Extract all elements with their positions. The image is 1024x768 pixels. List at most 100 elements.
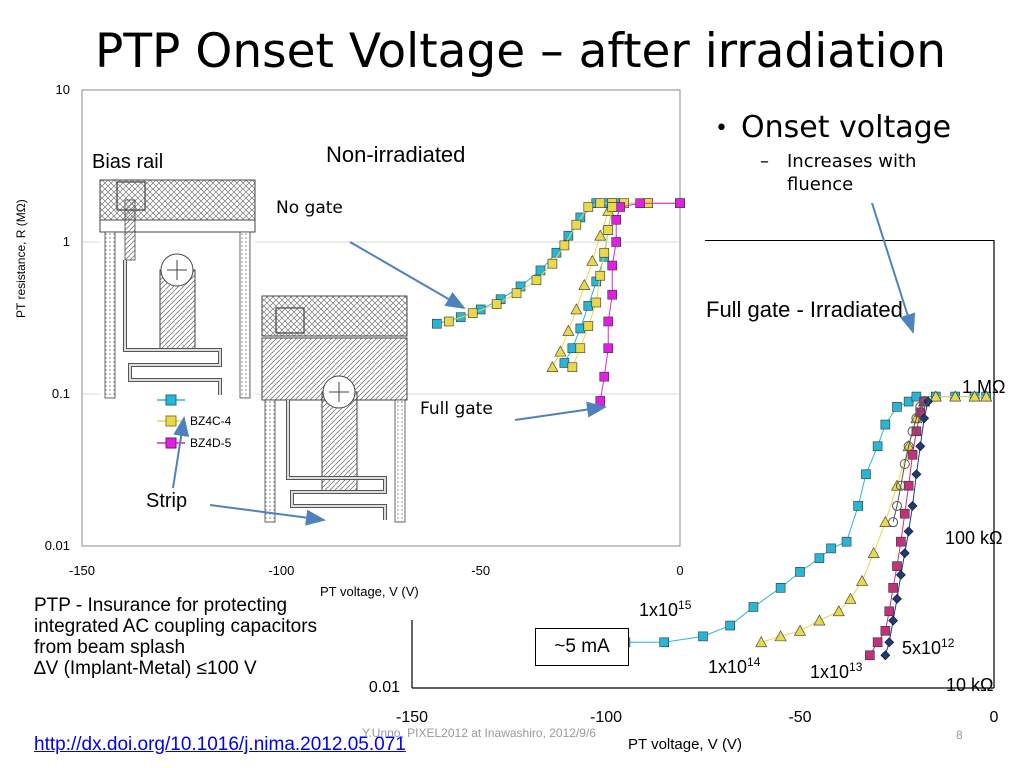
data-point	[563, 230, 574, 241]
data-point	[896, 536, 906, 547]
data-point	[895, 480, 906, 491]
x-tick-label: -150	[396, 709, 428, 726]
ptp-schematic-no-gate	[99, 179, 256, 399]
data-point	[583, 301, 594, 311]
data-point	[872, 637, 883, 648]
data-point	[567, 362, 578, 373]
y-tick-label: 0.01	[369, 679, 400, 696]
data-point	[892, 402, 902, 412]
legend-label-bz4c: BZ4C-4	[190, 414, 232, 428]
data-point	[595, 198, 606, 208]
data-point	[583, 321, 594, 331]
data-point	[591, 297, 602, 308]
data-point	[890, 479, 904, 491]
data-point	[865, 650, 875, 661]
data-point	[911, 426, 922, 437]
data-point	[907, 449, 918, 460]
data-point	[775, 583, 786, 593]
data-point	[899, 459, 910, 469]
data-point	[635, 198, 645, 208]
data-point	[586, 254, 599, 266]
data-point	[659, 637, 670, 648]
doi-link[interactable]: http://dx.doi.org/10.1016/j.nima.2012.05…	[34, 734, 406, 755]
data-point	[911, 469, 922, 480]
no-gate-label: No gate	[276, 198, 343, 218]
x-tick-label: -50	[788, 709, 811, 726]
data-point	[949, 390, 962, 402]
y-tick-label: 0.1	[52, 386, 70, 401]
legend-label-bz4d: BZ4D-5	[190, 436, 232, 450]
data-point	[880, 650, 891, 661]
current-box: ~5 mA	[535, 628, 629, 666]
left-x-axis-label: PT voltage, V (V)	[320, 584, 419, 599]
data-point	[919, 396, 930, 407]
data-point	[615, 202, 626, 212]
data-point	[774, 630, 787, 642]
data-point	[867, 547, 880, 558]
data-point	[675, 198, 685, 208]
data-point	[892, 500, 902, 511]
data-point	[884, 637, 895, 648]
data-point	[559, 240, 570, 251]
right-chart: -150 -100 -50 0 0.01	[369, 240, 999, 726]
data-point	[968, 390, 981, 402]
left-plot-area	[81, 89, 681, 547]
data-point	[611, 214, 622, 225]
data-point	[562, 324, 575, 336]
y-tick-label: 1	[63, 234, 70, 249]
x-tick-label: -100	[590, 709, 622, 726]
data-point	[861, 469, 871, 480]
resistance-1m-label: 1 MΩ	[962, 377, 1006, 397]
bullet-text: Onset voltage	[741, 110, 952, 145]
data-point	[911, 391, 922, 402]
data-point	[980, 390, 993, 402]
data-point	[595, 270, 606, 281]
full-gate-label: Full gate	[420, 399, 493, 419]
data-point	[575, 343, 586, 354]
sub-bullet-text: Increases with fluence	[787, 151, 917, 195]
data-point	[826, 543, 836, 554]
series-line	[761, 396, 987, 643]
data-point	[546, 361, 559, 373]
data-point	[547, 258, 558, 269]
data-point	[923, 396, 933, 407]
data-point	[888, 615, 899, 626]
series-line	[892, 401, 925, 523]
data-point	[888, 583, 898, 593]
data-point	[603, 343, 614, 354]
series-line	[869, 401, 925, 656]
y-tick-label: 10	[56, 82, 70, 97]
data-point	[915, 401, 926, 412]
data-point	[903, 441, 914, 452]
data-point	[907, 500, 918, 511]
data-point	[567, 343, 578, 354]
data-point	[903, 526, 914, 537]
data-point	[607, 289, 618, 300]
x-tick-label: 0	[676, 563, 683, 578]
data-point	[888, 517, 899, 528]
fluence-1e14-label: 1x1014	[708, 655, 761, 677]
data-point	[903, 480, 914, 491]
data-point	[603, 316, 614, 327]
data-point	[595, 396, 606, 406]
annotation-arrows	[172, 202, 916, 526]
x-tick-label: -100	[268, 563, 294, 578]
x-tick-label: -150	[69, 563, 95, 578]
data-point	[892, 593, 902, 604]
left-y-axis-label: PT resistance, R (MΩ)	[14, 199, 28, 318]
data-point	[872, 441, 883, 452]
data-point	[603, 225, 614, 235]
data-point	[903, 396, 914, 407]
data-point	[844, 592, 857, 604]
slide-title: PTP Onset Voltage – after irradiation	[95, 24, 947, 79]
data-point	[795, 567, 805, 577]
data-point	[583, 202, 594, 212]
data-point	[841, 536, 852, 547]
note-line-2: ∆V (Implant-Metal) ≤100 V	[34, 658, 257, 679]
data-point	[907, 426, 918, 437]
y-tick-label: 0.01	[45, 538, 70, 553]
data-point	[832, 605, 845, 617]
data-point	[607, 260, 618, 271]
data-point	[554, 345, 567, 357]
